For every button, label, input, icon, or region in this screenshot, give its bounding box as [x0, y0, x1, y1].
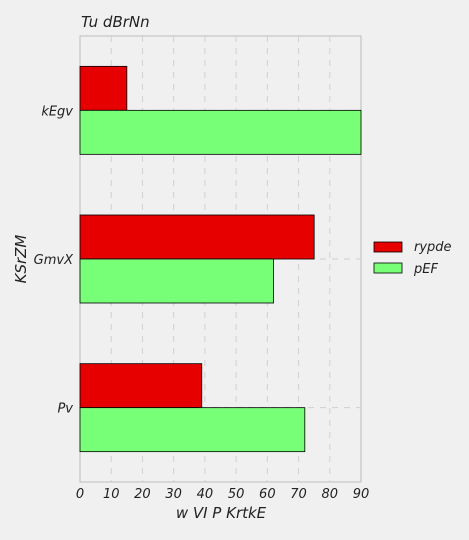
x-tick-label: 80 [322, 487, 339, 502]
x-tick-label: 90 [353, 487, 370, 502]
chart-title: Tu dBrNn [81, 13, 150, 31]
y-axis-label: KSrZM [12, 235, 30, 284]
legend-label-pEF: pEF [413, 262, 438, 277]
x-tick-label: 70 [290, 487, 307, 502]
x-tick-label: 50 [228, 487, 245, 502]
x-tick-label: 30 [165, 487, 182, 502]
x-tick-label: 40 [197, 487, 214, 502]
bars [79, 65, 362, 453]
x-axis-ticks: 0 10 20 30 40 50 60 70 80 90 [76, 487, 369, 502]
y-tick-label: kEgv [41, 104, 73, 119]
y-tick-label: GmvX [34, 253, 74, 268]
y-axis-ticks: kEgv GmvX Pv [34, 104, 74, 416]
legend-label-rypde: rypde [414, 240, 452, 255]
legend: rypde pEF [373, 240, 452, 277]
x-tick-label: 0 [76, 487, 84, 502]
bar-pEF-Pv [79, 407, 306, 453]
legend-swatch-pEF [373, 262, 403, 274]
bar-rypde-GmvX [79, 214, 315, 260]
x-tick-label: 20 [134, 487, 151, 502]
x-tick-label: 60 [259, 487, 276, 502]
y-tick-label: Pv [57, 402, 73, 417]
bar-pEF-kEgv [79, 109, 362, 155]
bar-pEF-GmvX [79, 258, 274, 304]
x-tick-label: 10 [103, 487, 120, 502]
x-axis-label: w VI P KrtkE [176, 504, 267, 522]
bar-rypde-Pv [79, 363, 203, 409]
bar-rypde-kEgv [79, 65, 128, 111]
legend-swatch-rypde [373, 241, 403, 253]
